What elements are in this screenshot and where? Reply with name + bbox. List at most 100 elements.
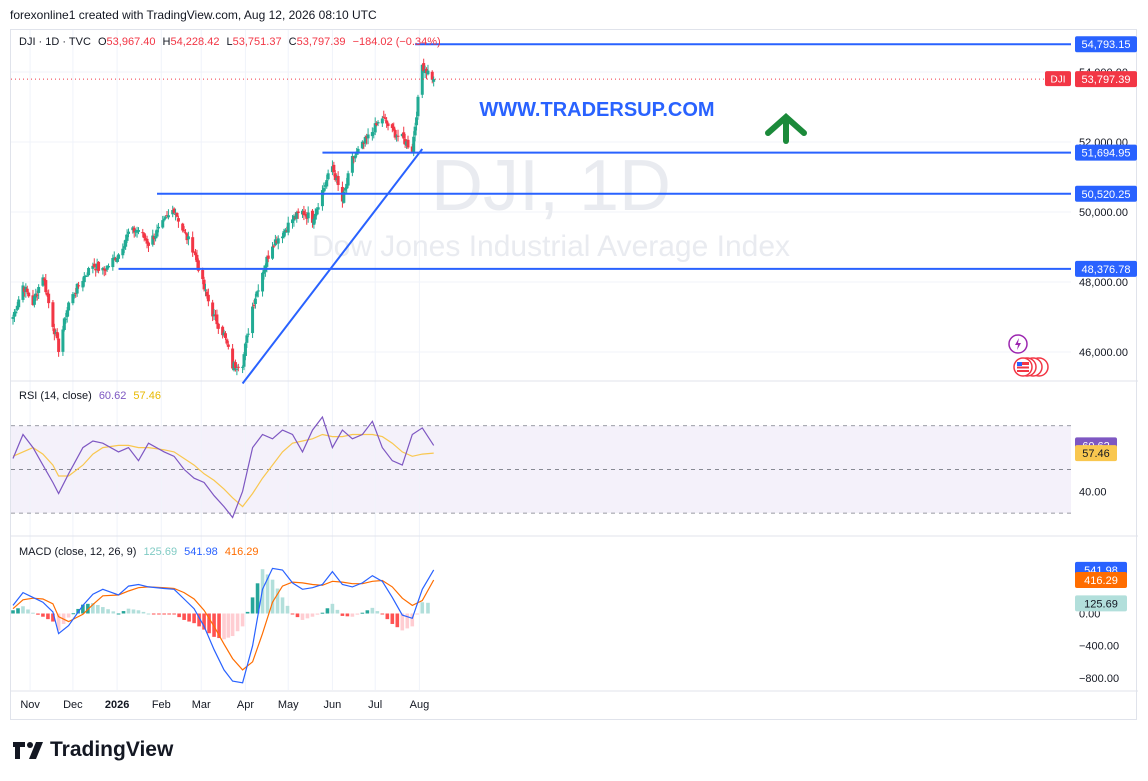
candle-body (243, 343, 247, 356)
x-tick-label: Aug (410, 699, 430, 711)
candle-body (295, 212, 299, 219)
chart-canvas[interactable]: DJI, 1D Dow Jones Industrial Average Inde… (11, 30, 1138, 721)
macd-signal-value: 416.29 (224, 546, 259, 558)
price-badge-label: 54,793.15 (1082, 39, 1131, 51)
macd-histogram-bar (131, 609, 136, 614)
us-flag-icon (1013, 357, 1049, 377)
candle-body (75, 283, 79, 294)
macd-histogram-bar (202, 613, 206, 630)
symbol-tag (1045, 71, 1071, 87)
tradingview-logo[interactable]: TradingView (12, 738, 173, 762)
macd-histogram-bar (66, 613, 71, 618)
candle-body (402, 132, 406, 139)
macd-histogram-bar (197, 613, 201, 627)
candle-body (117, 254, 121, 259)
candle-body (65, 310, 69, 318)
candle-body (286, 222, 290, 233)
candle-body (383, 117, 387, 119)
rsi-label[interactable]: RSI (14, close) (19, 390, 92, 402)
histogram-badge (1075, 595, 1127, 612)
macd-histogram-bar (290, 613, 295, 615)
candle-body (111, 258, 115, 268)
candle-body (125, 234, 129, 241)
signal-badge-label: 416.29 (1084, 575, 1118, 587)
macd-histogram-bar (285, 605, 290, 614)
macd-histogram-bar (222, 613, 226, 640)
candle-body (127, 231, 131, 234)
macd-histogram-bar (41, 613, 45, 617)
candle-body (325, 180, 329, 187)
candle-body (181, 223, 185, 231)
candle-body (136, 230, 140, 232)
macd-histogram-bar (345, 613, 350, 617)
macd-histogram-bar (192, 613, 196, 624)
macd-histogram-bar (71, 613, 76, 615)
candle-body (413, 126, 417, 136)
candle-body (265, 256, 269, 267)
candle-body (326, 173, 330, 180)
macd-line-value: 541.98 (184, 546, 218, 558)
candle-body (302, 211, 306, 216)
candle-body (91, 265, 95, 269)
tradingview-logo-icon (13, 742, 43, 759)
up-arrow-icon (765, 112, 807, 144)
macd-label[interactable]: MACD (close, 12, 26, 9) (19, 546, 137, 558)
macd-histogram-bar (226, 613, 231, 638)
candle-body (332, 164, 336, 173)
candle-body (363, 137, 367, 144)
candle-body (145, 238, 149, 244)
candle-body (72, 295, 76, 297)
candle-body (191, 237, 195, 253)
macd-histogram-bar (340, 613, 345, 616)
candle-body (313, 213, 317, 220)
candle-body (47, 293, 51, 304)
open-value: 53,967.40 (106, 36, 156, 48)
price-badge-label: 51,694.95 (1082, 148, 1131, 160)
rsi-legend: RSI (14, close) 60.62 57.46 (19, 390, 165, 402)
x-tick-label: Feb (152, 699, 171, 711)
candle-body (255, 291, 259, 297)
candle-body (67, 302, 71, 311)
macd-histogram-bar (56, 613, 61, 631)
candle-body (11, 317, 15, 319)
candle-body (204, 289, 208, 291)
macd-histogram-bar (16, 608, 20, 614)
macd-histogram-bar (81, 604, 85, 614)
candle-body (176, 218, 180, 222)
symbol-tag-label: DJI (1051, 75, 1066, 86)
macd-histogram-bar (415, 613, 420, 615)
candle-body (182, 230, 186, 232)
candle-body (32, 296, 36, 305)
candle-body (316, 207, 320, 210)
candle-body (201, 270, 205, 280)
candle-body (353, 155, 357, 159)
candle-body (21, 285, 25, 300)
macd-histogram-bar (51, 613, 55, 622)
candle-body (282, 231, 286, 238)
macd-histogram-bar (235, 613, 240, 632)
macd-histogram-bar (385, 613, 390, 620)
macd-histogram-bar (151, 613, 156, 615)
candle-body (290, 219, 294, 224)
macd-line (12, 567, 435, 684)
candle-body (195, 254, 199, 263)
macd-legend: MACD (close, 12, 26, 9) 125.69 541.98 41… (19, 546, 263, 558)
candle-body (87, 268, 91, 276)
candle-body (415, 117, 419, 126)
candle-body (372, 133, 376, 135)
chart-frame[interactable]: DJI, 1D Dow Jones Industrial Average Inde… (10, 29, 1138, 721)
chart-credit: forexonline1 created with TradingView.co… (10, 8, 377, 22)
candle-body (380, 118, 384, 124)
candle-body (246, 333, 250, 335)
candle-body (27, 292, 31, 297)
macd-histogram-bar (106, 609, 110, 614)
symbol-label[interactable]: DJI · 1D · TVC (19, 36, 91, 48)
macd-histogram-bar (91, 603, 95, 614)
candle-body (77, 285, 81, 287)
candle-body (61, 329, 65, 352)
price-badge (1075, 36, 1137, 53)
candle-body (235, 368, 239, 370)
x-tick-label: Jun (324, 699, 342, 711)
candle-body (186, 236, 190, 240)
macd-histogram-bar (380, 613, 385, 615)
